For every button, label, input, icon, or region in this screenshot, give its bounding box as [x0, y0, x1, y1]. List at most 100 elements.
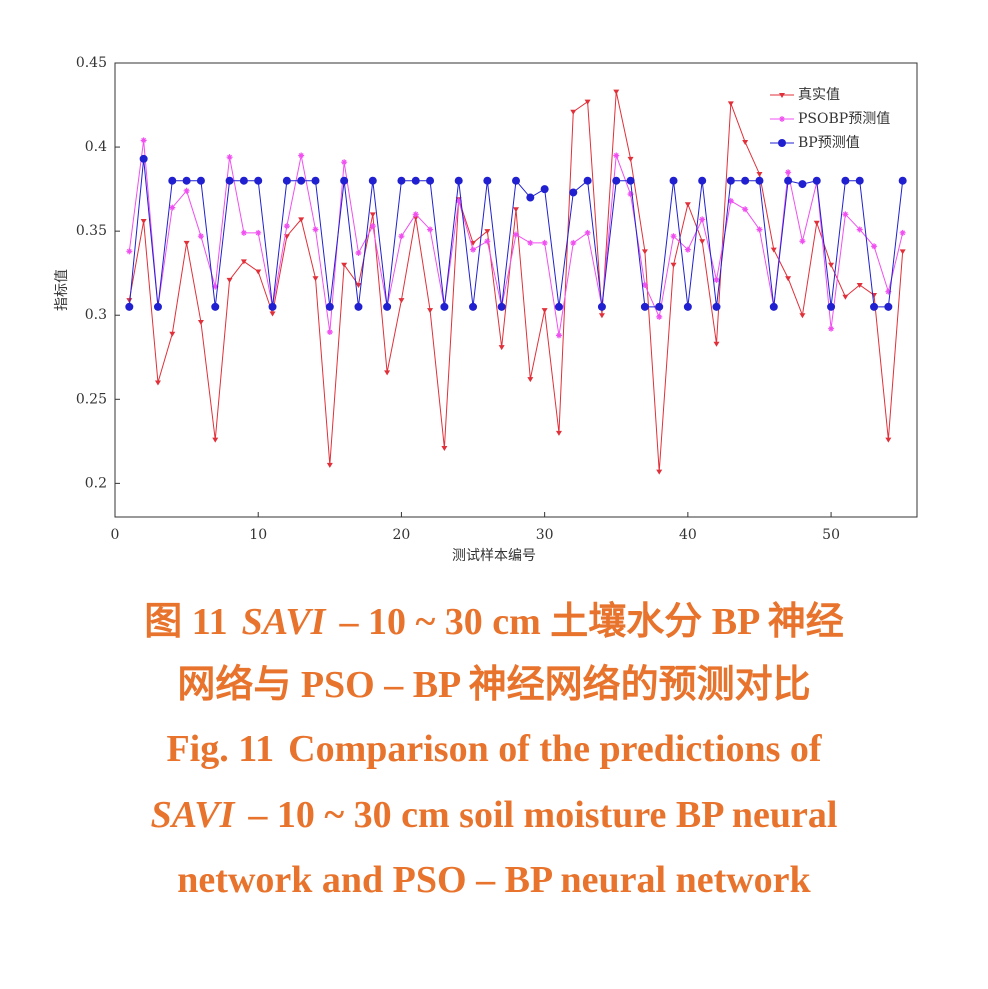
- y-tick-label: 0.3: [85, 307, 107, 323]
- point: [656, 469, 663, 475]
- point: [154, 380, 161, 386]
- point: [641, 281, 648, 288]
- x-tick-label: 0: [111, 527, 120, 543]
- point: [312, 276, 319, 282]
- caption-text: Comparison of the predictions of: [288, 728, 823, 770]
- point: [139, 154, 148, 163]
- legend-marker: [779, 93, 785, 98]
- caption-text: 图 11: [144, 601, 227, 643]
- point: [856, 226, 863, 233]
- y-tick-label: 0.45: [76, 55, 107, 71]
- point: [798, 180, 807, 189]
- point: [183, 187, 190, 194]
- caption-text: – 10 ~ 30 cm 土壤水分 BP 神经: [338, 600, 843, 643]
- point: [670, 262, 677, 268]
- point: [326, 329, 333, 336]
- x-tick-label: 10: [249, 527, 267, 543]
- point: [784, 176, 793, 185]
- point: [583, 176, 592, 185]
- point: [584, 229, 591, 236]
- point: [211, 302, 220, 311]
- point: [427, 226, 434, 233]
- point: [727, 197, 734, 204]
- caption-line: Fig. 11 Comparison of the predictions of: [166, 728, 822, 770]
- point: [182, 176, 191, 185]
- point: [255, 269, 262, 275]
- point: [513, 207, 519, 213]
- point: [612, 176, 621, 185]
- point: [355, 282, 362, 288]
- point: [555, 332, 562, 339]
- point: [340, 176, 349, 185]
- point: [268, 302, 277, 311]
- point: [311, 176, 320, 185]
- point: [254, 176, 263, 185]
- point: [384, 370, 391, 376]
- point: [226, 154, 233, 161]
- point: [570, 239, 577, 246]
- point: [726, 176, 735, 185]
- point: [526, 193, 535, 202]
- point: [341, 262, 348, 268]
- point: [298, 152, 305, 159]
- x-tick-label: 30: [536, 527, 554, 543]
- caption-text: SAVI: [151, 794, 236, 836]
- point: [484, 229, 491, 235]
- point: [769, 302, 778, 311]
- point: [871, 243, 878, 250]
- point: [597, 302, 606, 311]
- y-tick-label: 0.4: [85, 139, 107, 155]
- point: [368, 176, 377, 185]
- point: [613, 89, 620, 95]
- point: [756, 226, 763, 233]
- point: [153, 302, 162, 311]
- point: [756, 171, 763, 177]
- point: [684, 202, 691, 208]
- point: [383, 302, 392, 311]
- point: [627, 191, 634, 198]
- point: [727, 101, 734, 107]
- point: [212, 437, 219, 443]
- point: [755, 176, 764, 185]
- point: [454, 176, 463, 185]
- point: [225, 176, 234, 185]
- point: [871, 293, 878, 299]
- point: [699, 216, 706, 223]
- x-tick-label: 50: [822, 527, 840, 543]
- caption-text: 网络与 PSO – BP 神经网络的预测对比: [177, 663, 810, 706]
- point: [441, 446, 448, 452]
- legend-label: PSOBP预测值: [798, 111, 890, 127]
- point: [656, 313, 663, 320]
- point: [397, 176, 406, 185]
- legend-marker: [778, 139, 786, 147]
- point: [899, 229, 906, 236]
- point: [470, 240, 477, 246]
- point: [812, 176, 821, 185]
- point: [255, 229, 262, 236]
- point: [799, 313, 806, 319]
- point: [497, 302, 506, 311]
- caption-line: 网络与 PSO – BP 神经网络的预测对比: [177, 663, 810, 706]
- point: [411, 176, 420, 185]
- caption-line: 图 11 SAVI – 10 ~ 30 cm 土壤水分 BP 神经: [144, 600, 843, 643]
- point: [569, 188, 578, 197]
- caption-line: SAVI – 10 ~ 30 cm soil moisture BP neural: [151, 794, 838, 836]
- y-tick-label: 0.35: [76, 223, 107, 239]
- point: [140, 137, 147, 144]
- point: [626, 176, 635, 185]
- point: [785, 169, 792, 176]
- point: [326, 462, 333, 468]
- point: [898, 176, 907, 185]
- x-axis-label: 测试样本编号: [452, 548, 536, 564]
- point: [484, 238, 491, 245]
- point: [140, 219, 147, 225]
- caption-text: network and PSO – BP neural network: [177, 859, 811, 901]
- caption-text: SAVI: [242, 601, 327, 643]
- point: [555, 430, 562, 436]
- point: [713, 276, 720, 283]
- point: [312, 226, 319, 233]
- point: [426, 176, 435, 185]
- point: [455, 197, 462, 204]
- point: [483, 176, 492, 185]
- point: [196, 176, 205, 185]
